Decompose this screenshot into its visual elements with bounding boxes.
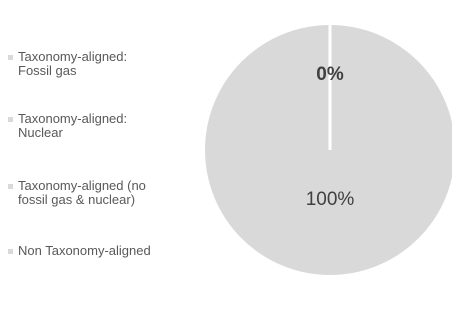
legend-swatch — [8, 184, 13, 189]
legend-entry: Taxonomy-aligned: Fossil gas — [8, 50, 127, 78]
data-label: 100% — [306, 189, 355, 210]
legend-swatch — [8, 55, 13, 60]
legend-label: Non Taxonomy-aligned — [18, 243, 151, 258]
legend-label: Taxonomy-aligned (no fossil gas & nuclea… — [18, 178, 146, 207]
legend-entry: Taxonomy-aligned: Nuclear — [8, 112, 127, 140]
legend-entry: Non Taxonomy-aligned — [8, 244, 151, 258]
legend-label: Taxonomy-aligned: Nuclear — [18, 111, 128, 140]
data-label: 0% — [316, 64, 344, 85]
legend: Taxonomy-aligned: Fossil gas Taxonomy-ali… — [8, 0, 198, 329]
legend-swatch — [8, 117, 13, 122]
legend-label: Taxonomy-aligned: Fossil gas — [18, 49, 128, 78]
legend-entry: Taxonomy-aligned (no fossil gas & nuclea… — [8, 179, 146, 207]
legend-swatch — [8, 249, 13, 254]
